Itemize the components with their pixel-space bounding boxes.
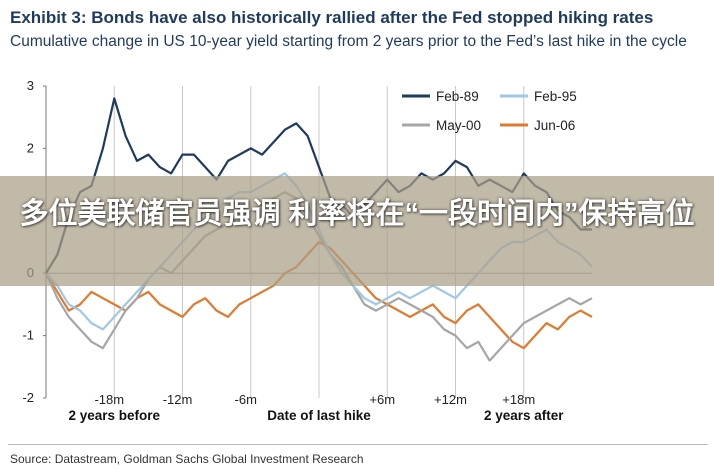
y-tick-label: -1 (22, 328, 34, 343)
x-group-label: Date of last hike (267, 408, 371, 423)
legend-label: Feb-95 (534, 89, 577, 104)
x-tick-label: +12m (434, 392, 467, 407)
y-tick-label: 3 (27, 78, 34, 93)
headline-text: 多位美联储官员强调 利率将在“一段时间内”保持高位 (19, 198, 695, 230)
y-tick-label: 2 (27, 140, 34, 155)
x-tick-label: -6m (235, 392, 257, 407)
legend-label: Jun-06 (534, 118, 575, 133)
footer-divider (8, 444, 708, 445)
x-tick-label: -18m (94, 392, 124, 407)
legend-label: Feb-89 (436, 89, 479, 104)
source-note: Source: Datastream, Goldman Sachs Global… (10, 452, 364, 466)
x-tick-label: +6m (369, 392, 395, 407)
x-group-label: 2 years before (68, 408, 160, 423)
y-tick-label: -2 (22, 390, 34, 405)
x-tick-label: -12m (163, 392, 193, 407)
chart-title: Exhibit 3: Bonds have also historically … (10, 8, 654, 27)
x-tick-label: +18m (502, 392, 535, 407)
chart-subtitle: Cumulative change in US 10-year yield st… (10, 33, 687, 50)
headline-banner (0, 176, 714, 286)
legend-label: May-00 (436, 118, 481, 133)
legend: Feb-89 Feb-95 May-00 Jun-06 (402, 89, 577, 133)
x-group-label: 2 years after (484, 408, 564, 423)
